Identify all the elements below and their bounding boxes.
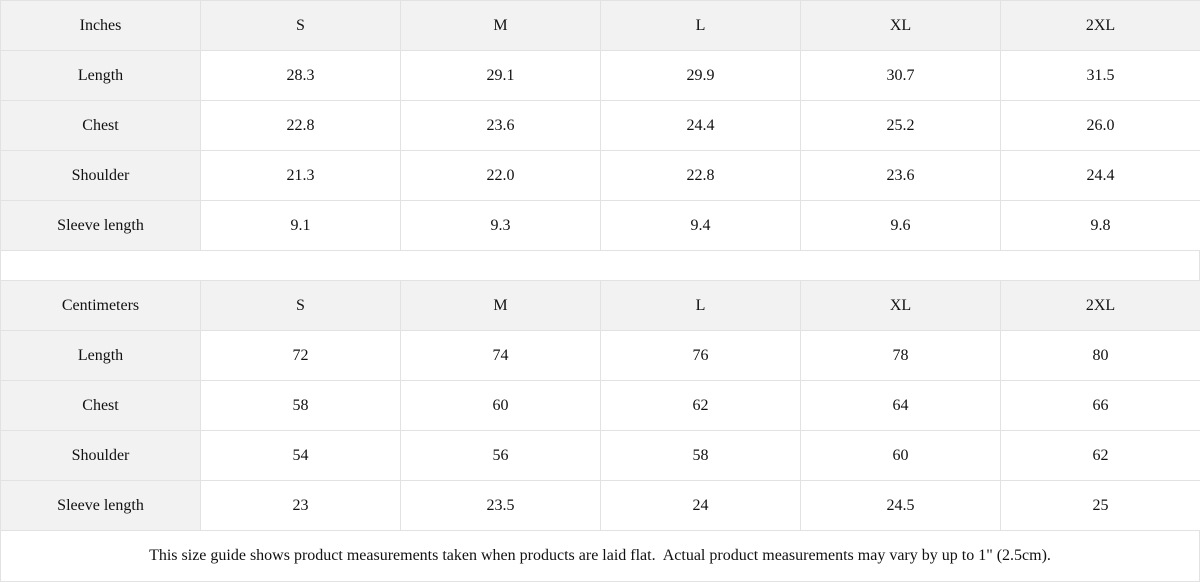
measurement-cell: 9.3: [401, 201, 601, 251]
measurement-cell: 58: [601, 431, 801, 481]
row-label: Length: [1, 51, 201, 101]
measurement-cell: 30.7: [801, 51, 1001, 101]
row-label: Sleeve length: [1, 201, 201, 251]
header-cell: Inches: [1, 1, 201, 51]
measurement-cell: 72: [201, 331, 401, 381]
measurement-cell: 9.8: [1001, 201, 1200, 251]
measurement-cell: 56: [401, 431, 601, 481]
measurement-cell: 22.8: [201, 101, 401, 151]
size-table: Centimeters S M L XL 2XL Length 72 74 76 78 80 Chest…: [0, 280, 1200, 531]
measurement-cell: 24: [601, 481, 801, 531]
size-tables: Inches S M L XL 2XL Length 28.3 29.1 29.9 30.7 31.5…: [0, 0, 1200, 531]
header-cell: L: [601, 1, 801, 51]
row-label: Length: [1, 331, 201, 381]
measurement-cell: 54: [201, 431, 401, 481]
measurement-cell: 9.1: [201, 201, 401, 251]
measurement-cell: 29.9: [601, 51, 801, 101]
measurement-cell: 60: [801, 431, 1001, 481]
row-label: Chest: [1, 381, 201, 431]
measurement-cell: 31.5: [1001, 51, 1200, 101]
header-cell: Centimeters: [1, 281, 201, 331]
measurement-cell: 25: [1001, 481, 1200, 531]
measurement-cell: 23: [201, 481, 401, 531]
measurement-cell: 23.6: [401, 101, 601, 151]
row-label: Chest: [1, 101, 201, 151]
header-cell: S: [201, 281, 401, 331]
measurement-cell: 78: [801, 331, 1001, 381]
measurement-cell: 64: [801, 381, 1001, 431]
header-cell: M: [401, 281, 601, 331]
header-cell: XL: [801, 281, 1001, 331]
size-note: This size guide shows product measuremen…: [0, 531, 1200, 582]
measurement-cell: 26.0: [1001, 101, 1200, 151]
measurement-cell: 62: [1001, 431, 1200, 481]
measurement-cell: 24.5: [801, 481, 1001, 531]
header-cell: 2XL: [1001, 1, 1200, 51]
measurement-cell: 74: [401, 331, 601, 381]
measurement-cell: 62: [601, 381, 801, 431]
header-cell: M: [401, 1, 601, 51]
table-spacer: [0, 251, 1200, 280]
measurement-cell: 22.8: [601, 151, 801, 201]
header-cell: L: [601, 281, 801, 331]
measurement-cell: 29.1: [401, 51, 601, 101]
measurement-cell: 25.2: [801, 101, 1001, 151]
measurement-cell: 23.5: [401, 481, 601, 531]
measurement-cell: 24.4: [1001, 151, 1200, 201]
measurement-cell: 60: [401, 381, 601, 431]
measurement-cell: 76: [601, 331, 801, 381]
measurement-cell: 24.4: [601, 101, 801, 151]
row-label: Shoulder: [1, 431, 201, 481]
row-label: Shoulder: [1, 151, 201, 201]
measurement-cell: 9.6: [801, 201, 1001, 251]
measurement-cell: 9.4: [601, 201, 801, 251]
size-table: Inches S M L XL 2XL Length 28.3 29.1 29.9 30.7 31.5…: [0, 0, 1200, 251]
measurement-cell: 80: [1001, 331, 1200, 381]
header-cell: S: [201, 1, 401, 51]
header-cell: 2XL: [1001, 281, 1200, 331]
measurement-cell: 23.6: [801, 151, 1001, 201]
measurement-cell: 28.3: [201, 51, 401, 101]
header-cell: XL: [801, 1, 1001, 51]
measurement-cell: 66: [1001, 381, 1200, 431]
measurement-cell: 58: [201, 381, 401, 431]
measurement-cell: 22.0: [401, 151, 601, 201]
measurement-cell: 21.3: [201, 151, 401, 201]
row-label: Sleeve length: [1, 481, 201, 531]
